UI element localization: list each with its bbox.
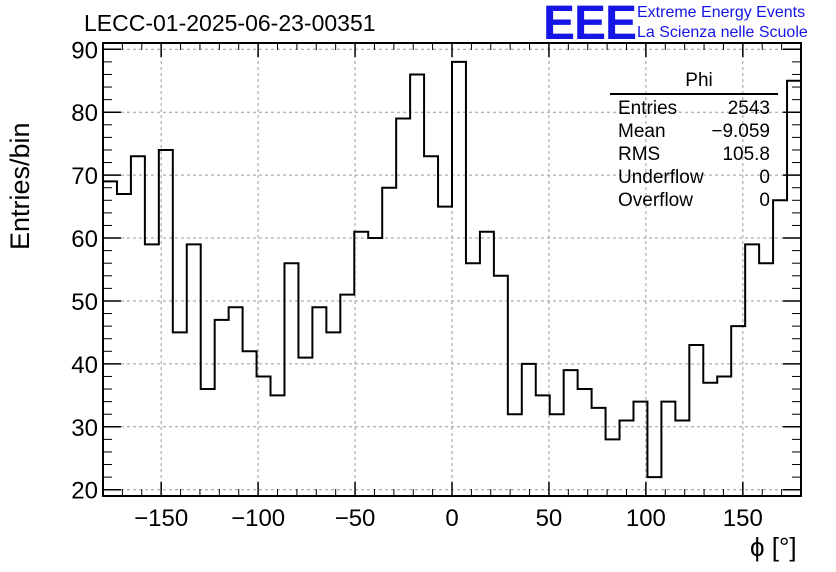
chart-title: LECC-01-2025-06-23-00351 xyxy=(84,10,376,36)
x-axis: −150 −100 −50 0 50 100 150 xyxy=(121,43,783,532)
stats-label: Underflow xyxy=(618,167,704,188)
stats-row-underflow: Underflow 0 xyxy=(610,166,778,189)
y-axis-label: Entries/bin xyxy=(5,122,35,250)
histogram-series xyxy=(103,60,801,479)
stats-row-rms: RMS 105.8 xyxy=(610,143,778,166)
stats-label: Overflow xyxy=(618,190,693,211)
y-tick-label: 40 xyxy=(71,352,98,379)
stats-value: 0 xyxy=(759,167,770,188)
stats-value: −9.059 xyxy=(711,121,770,142)
x-tick-label: 0 xyxy=(445,505,458,532)
x-axis-label: ϕ [°] xyxy=(750,532,797,562)
stats-label: Mean xyxy=(618,121,666,142)
stats-label: Entries xyxy=(618,98,678,119)
x-tick-label: −150 xyxy=(134,505,188,532)
stats-value: 105.8 xyxy=(722,144,770,165)
x-tick-label: −50 xyxy=(335,505,376,532)
stats-label: RMS xyxy=(618,144,661,165)
x-tick-label: −100 xyxy=(231,505,285,532)
y-tick-label: 50 xyxy=(71,289,98,316)
x-tick-label: 100 xyxy=(626,505,666,532)
stats-box: Phi Entries 2543 Mean −9.059 RMS 105.8 U… xyxy=(610,70,778,212)
stats-title: Phi xyxy=(685,70,713,91)
y-tick-label: 30 xyxy=(71,415,98,442)
y-tick-label: 70 xyxy=(71,163,98,190)
y-tick-label: 90 xyxy=(71,37,98,64)
y-tick-label: 20 xyxy=(71,478,98,505)
y-axis: 20 30 40 50 60 70 80 90 xyxy=(71,37,801,505)
logo-line-1: Extreme Energy Events xyxy=(637,4,806,21)
x-tick-label: 150 xyxy=(723,505,763,532)
stats-row-overflow: Overflow 0 xyxy=(610,189,778,212)
stats-value: 2543 xyxy=(727,98,770,119)
eee-logo: EEE xyxy=(543,0,637,50)
stats-row-mean: Mean −9.059 xyxy=(610,120,778,143)
x-tick-label: 50 xyxy=(536,505,563,532)
stats-divider xyxy=(610,93,778,95)
logo-line-2: La Scienza nelle Scuole xyxy=(637,24,808,41)
y-tick-label: 80 xyxy=(71,100,98,127)
stats-row-entries: Entries 2543 xyxy=(610,97,778,120)
stats-value: 0 xyxy=(759,190,770,211)
y-tick-label: 60 xyxy=(71,226,98,253)
logo-caption: Extreme Energy Events La Scienza nelle S… xyxy=(637,3,808,43)
